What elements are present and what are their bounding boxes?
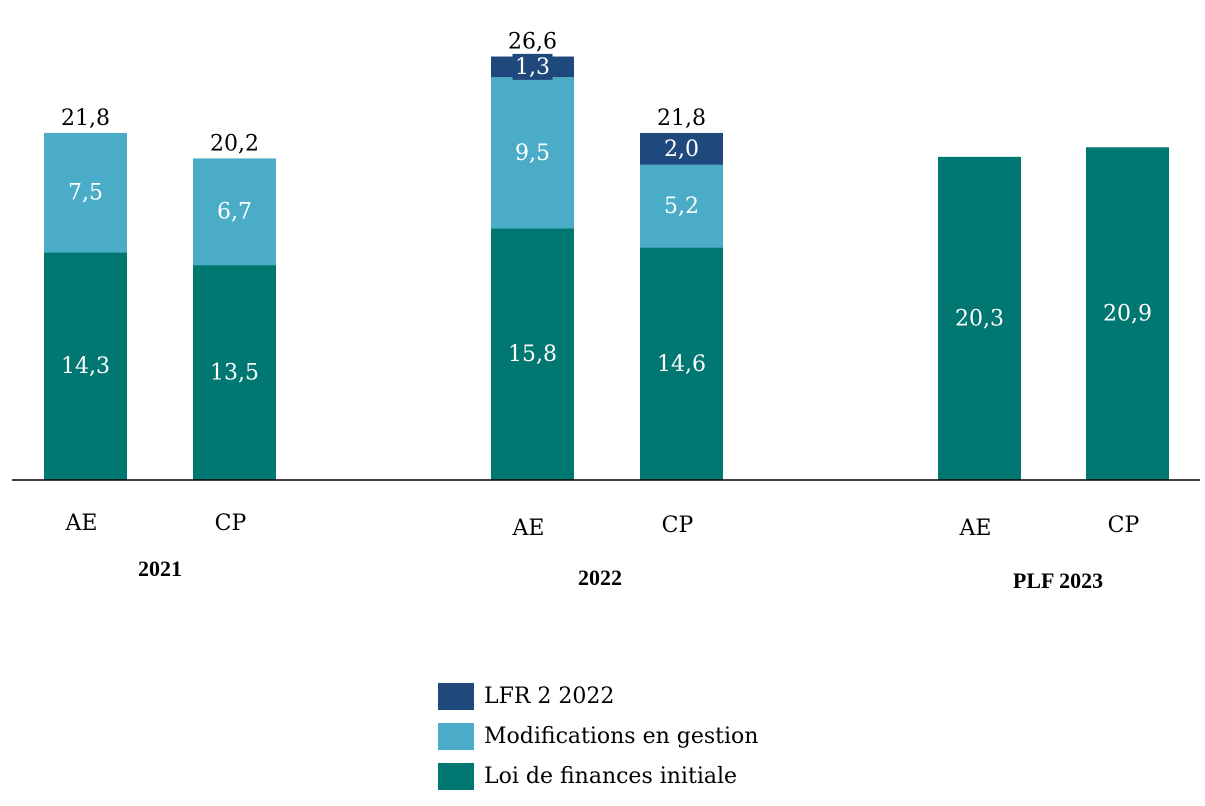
legend-label-modifications: Modifications en gestion bbox=[484, 723, 759, 749]
bar-segment bbox=[491, 77, 574, 229]
category-label: AE bbox=[512, 516, 545, 541]
group-label: 2022 bbox=[578, 565, 622, 590]
category-label: CP bbox=[1108, 513, 1140, 538]
bars-layer bbox=[44, 56, 1169, 480]
bar-segment-label: 2,0 bbox=[664, 137, 699, 162]
legend-swatch-lfr bbox=[438, 682, 474, 710]
bar-segment-label: 13,5 bbox=[210, 361, 259, 386]
bar-segment-label: 14,6 bbox=[657, 352, 706, 377]
category-label: AE bbox=[959, 516, 992, 541]
bar-segment bbox=[491, 228, 574, 480]
bar-total-label: 21,8 bbox=[657, 106, 706, 131]
legend-swatch-lfi bbox=[438, 762, 474, 790]
bar-segment bbox=[193, 158, 276, 266]
category-label: CP bbox=[215, 511, 247, 536]
legend-item-lfi: Loi de finances initiale bbox=[438, 756, 758, 796]
bar-segment-label: 20,9 bbox=[1103, 302, 1152, 327]
bar-segment-label: 20,3 bbox=[955, 306, 1004, 331]
bar-segment-label-bg bbox=[512, 53, 553, 80]
bar-total-label: 21,8 bbox=[61, 106, 110, 131]
bar-segment bbox=[640, 247, 723, 480]
bar-segment bbox=[938, 156, 1021, 480]
bar-segment-label: 1,3 bbox=[515, 55, 550, 80]
bar-segment bbox=[193, 265, 276, 480]
bar-segment-label: 15,8 bbox=[508, 342, 557, 367]
legend: LFR 2 2022 Modifications en gestion Loi … bbox=[438, 676, 758, 796]
bar-segment bbox=[44, 132, 127, 253]
bar-segment-label: 6,7 bbox=[217, 200, 252, 225]
labels-layer: 14,3 7,5 21,8 13,5 6,7 20,2 15,8 9,5 1,326,6 14,6… bbox=[61, 30, 1152, 593]
legend-item-modifications: Modifications en gestion bbox=[438, 716, 758, 756]
category-label: CP bbox=[662, 513, 694, 538]
group-label: 2021 bbox=[138, 556, 182, 581]
bar-segment-label: 14,3 bbox=[61, 354, 110, 379]
legend-label-lfr: LFR 2 2022 bbox=[484, 683, 615, 709]
legend-label-lfi: Loi de finances initiale bbox=[484, 763, 738, 789]
bar-segment bbox=[1086, 147, 1169, 480]
bar-segment-label: 9,5 bbox=[515, 141, 550, 166]
bar-segment bbox=[640, 164, 723, 248]
legend-item-lfr: LFR 2 2022 bbox=[438, 676, 758, 716]
bar-segment bbox=[640, 132, 723, 165]
bar-segment bbox=[44, 252, 127, 480]
category-label: AE bbox=[65, 511, 98, 536]
bar-segment-label: 7,5 bbox=[68, 181, 103, 206]
group-label: PLF 2023 bbox=[1013, 568, 1103, 593]
bar-total-label: 20,2 bbox=[210, 131, 259, 156]
bar-segment-label: 5,2 bbox=[664, 194, 699, 219]
legend-swatch-modifications bbox=[438, 722, 474, 750]
bar-total-label: 26,6 bbox=[508, 30, 557, 55]
